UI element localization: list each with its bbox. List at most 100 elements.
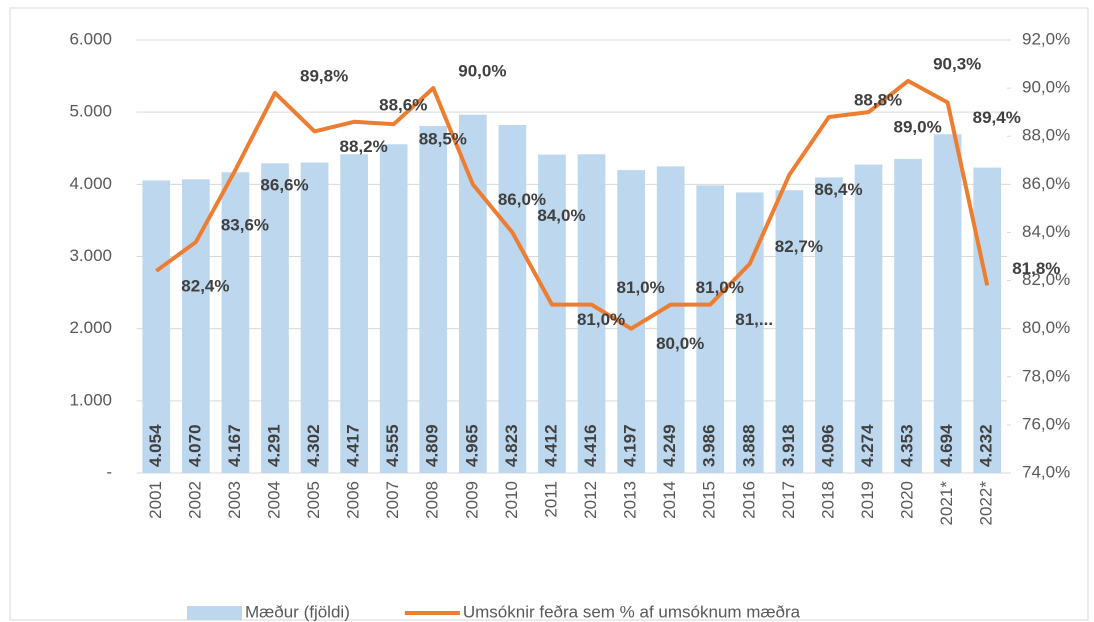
bar [933,134,962,473]
bar [498,124,527,473]
bar [458,114,487,473]
x-tick-label: 2018 [818,481,837,519]
x-tick-label: 2021* [937,481,956,526]
bar [340,154,368,473]
bar [577,154,606,473]
bar [775,190,804,473]
x-tick-label: 2015 [700,481,719,519]
line-value-label: 82,4% [181,276,229,295]
line-value-label: 83,6% [221,216,269,235]
y2-tick-label: 86,0% [1022,174,1070,193]
line-value-label: 82,7% [775,237,823,256]
bar-value-label: 4.167 [225,424,244,467]
line-value-label: 89,8% [300,66,348,85]
bar-value-label: 4.809 [423,424,442,467]
bar-value-label: 4.232 [977,424,996,467]
bar-value-label: 4.096 [818,424,837,467]
line-value-label: 90,3% [933,54,981,73]
line-value-label: 88,6% [379,95,427,114]
y2-tick-label: 80,0% [1022,318,1070,337]
x-tick-label: 2020 [898,481,917,519]
legend-label: Umsóknir feðra sem % af umsóknum mæðra [463,602,801,621]
line-value-label: 81,8% [1012,259,1060,278]
line-value-label: 81,0% [577,310,625,329]
y-tick-label: 4.000 [69,174,112,193]
bar-value-label: 4.291 [264,424,283,467]
bar [973,167,1002,473]
bar-value-label: 4.353 [898,424,917,467]
x-tick-label: 2012 [581,481,600,519]
bar-value-label: 3.918 [779,424,798,467]
bar [419,125,448,473]
x-tick-label: 2002 [185,481,204,519]
x-tick-label: 2001 [146,481,165,519]
bar-value-label: 4.054 [146,424,165,467]
chart-border [9,7,1089,621]
line-value-label: 88,5% [419,130,467,149]
y2-tick-label: 76,0% [1022,414,1070,433]
y2-tick-label: 84,0% [1022,222,1070,241]
y-tick-label: 1.000 [69,390,112,409]
bar-value-label: 4.274 [858,424,877,467]
x-tick-label: 2019 [858,481,877,519]
line [155,78,990,331]
line-value-label: 89,4% [973,108,1021,127]
x-tick-label: 2014 [660,481,679,519]
y-tick-label: 6.000 [69,29,112,48]
x-tick-label: 2006 [344,481,363,519]
line-value-label: 86,6% [260,175,308,194]
legend-swatch [187,606,242,620]
line-value-label: 90,0% [458,62,506,81]
line-value-label: 86,0% [498,190,546,209]
x-tick-label: 2017 [779,481,798,519]
line-value-label: 81,... [735,310,773,329]
y-tick-label: 5.000 [69,102,112,121]
bar-value-label: 4.412 [541,424,560,467]
bar [894,158,922,473]
bar-value-label: 4.694 [937,424,956,467]
x-tick-label: 2009 [462,481,481,519]
bar-value-label: 4.070 [185,424,204,467]
bar-value-label: 4.965 [462,424,481,467]
bar [221,172,250,473]
bar [300,162,329,473]
bar-value-label: 4.249 [660,424,679,467]
y2-tick-label: 78,0% [1022,366,1070,385]
x-tick-label: 2011 [541,481,560,518]
bar [815,177,843,473]
line-value-label: 86,4% [814,180,862,199]
bar-value-label: 3.888 [739,424,758,467]
line-value-label: 81,0% [696,278,744,297]
bar-value-label: 4.823 [502,424,521,467]
x-tick-label: 2016 [739,481,758,519]
y-tick-label: 2.000 [69,318,112,337]
line-value-label: 88,8% [854,90,902,109]
x-tick-label: 2007 [383,481,402,519]
x-tick-label: 2022* [977,481,996,526]
bar-value-label: 4.302 [304,424,323,467]
x-tick-label: 2010 [502,481,521,519]
x-tick-label: 2003 [225,481,244,519]
bar-value-label: 4.555 [383,424,402,467]
bar [142,180,171,473]
bar-value-label: 3.986 [700,424,719,467]
y2-tick-label: 82,0% [1022,270,1070,289]
line-value-label: 84,0% [537,206,585,225]
x-tick-label: 2004 [264,481,283,519]
x-tick-label: 2008 [423,481,442,519]
y-tick-label: - [106,462,112,481]
line-value-label: 88,2% [340,137,388,156]
y2-tick-label: 90,0% [1022,78,1070,97]
x-tick-label: 2013 [621,481,640,519]
line-value-label: 89,0% [894,118,942,137]
bar-value-label: 4.197 [621,424,640,467]
y2-tick-label: 74,0% [1022,462,1070,481]
bar [261,163,289,474]
line-value-label: 80,0% [656,334,704,353]
bar [538,154,566,474]
bar [696,185,725,473]
bar [854,164,883,473]
bar-value-label: 4.417 [344,424,363,467]
y2-tick-label: 92,0% [1022,29,1070,48]
